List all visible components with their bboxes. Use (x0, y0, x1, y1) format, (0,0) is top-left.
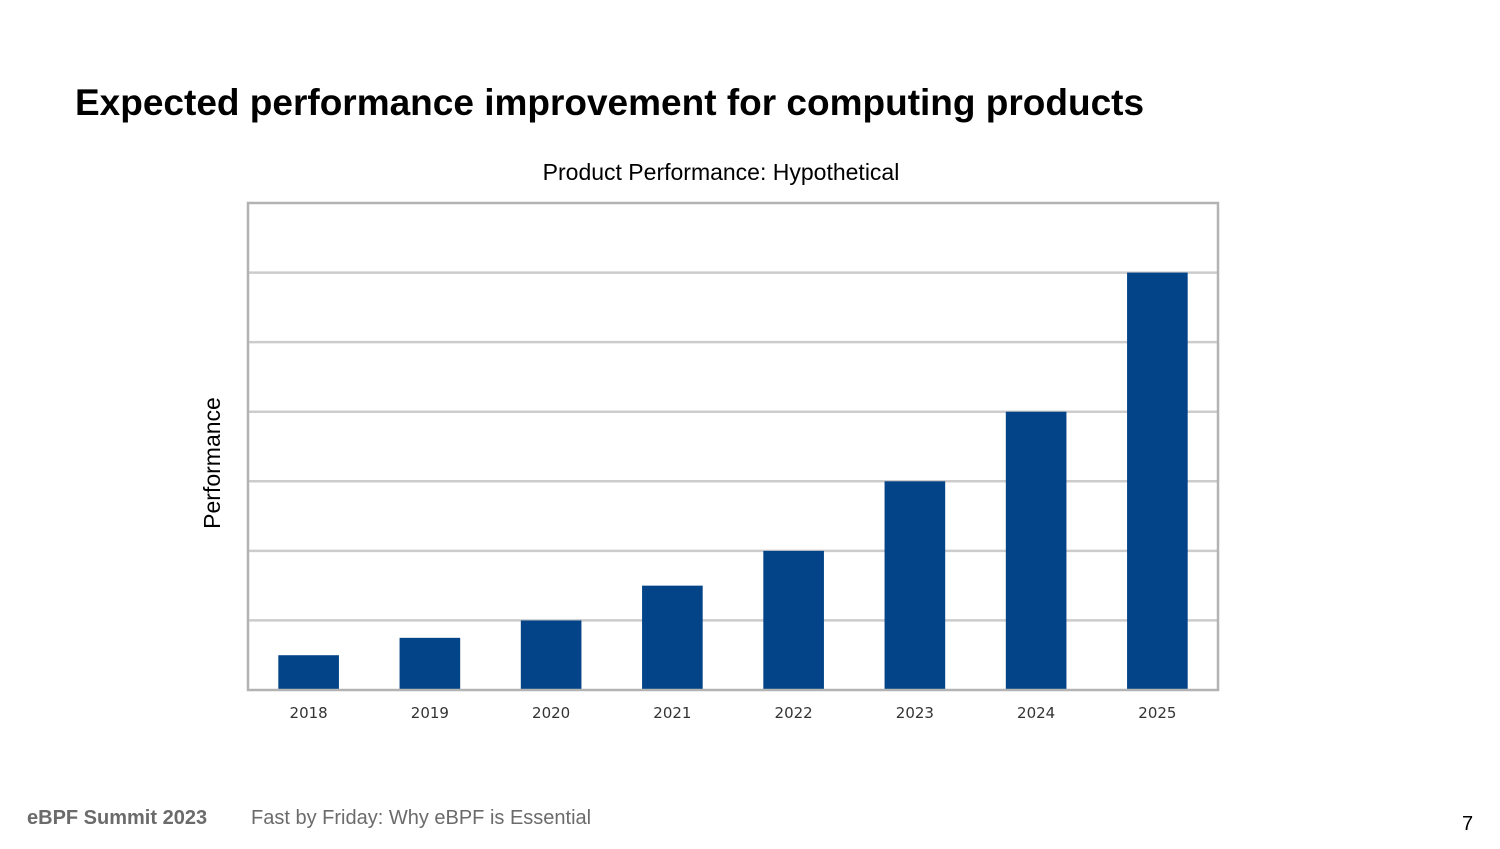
bar-2021 (642, 585, 703, 690)
x-tick-label-2021: 2021 (653, 704, 691, 722)
x-tick-label-2019: 2019 (411, 704, 449, 722)
x-tick-label-2025: 2025 (1138, 704, 1176, 722)
bar-2024 (1005, 411, 1067, 690)
bars (278, 272, 1188, 690)
y-axis-label: Performance (199, 397, 225, 529)
page-number: 7 (1462, 813, 1474, 835)
bar-2023 (884, 481, 946, 690)
bar-2019 (399, 637, 461, 690)
gridlines (248, 271, 1218, 622)
bar-2020 (520, 620, 582, 690)
bar-2018 (278, 655, 339, 690)
plot-frame (246, 201, 1220, 692)
chart-title: Product Performance: Hypothetical (543, 159, 900, 185)
bar-2025 (1127, 272, 1188, 690)
footer-talk-title: Fast by Friday: Why eBPF is Essential (251, 807, 592, 829)
x-tick-label-2024: 2024 (1017, 704, 1055, 722)
x-tick-label-2020: 2020 (532, 704, 570, 722)
slide-title: Expected performance improvement for com… (75, 82, 1145, 123)
x-tick-label-2022: 2022 (775, 704, 813, 722)
x-tick-label-2023: 2023 (896, 704, 934, 722)
x-tick-label-2018: 2018 (290, 704, 328, 722)
bar-2022 (763, 550, 824, 690)
footer-event-name: eBPF Summit 2023 (27, 807, 208, 829)
x-tick-labels: 2018 2019 2020 2021 2022 2023 2024 2025 (290, 704, 1177, 722)
